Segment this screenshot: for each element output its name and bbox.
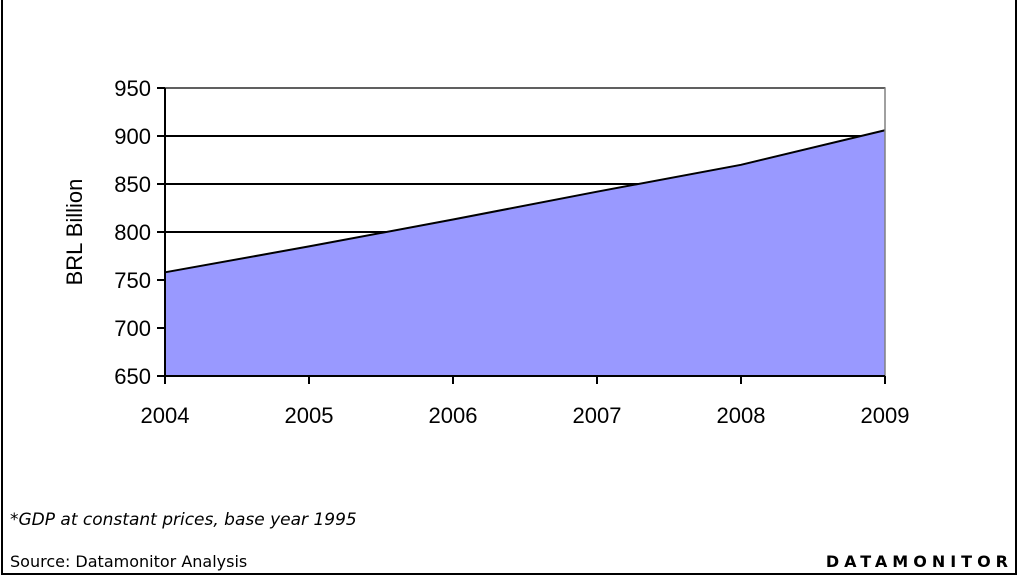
x-tick-labels: 2004 2005 2006 2007 2008 2009 <box>141 376 910 428</box>
y-tick-label: 750 <box>114 268 151 293</box>
y-tick-label: 650 <box>114 364 151 389</box>
brand-logo: DATAMONITOR <box>825 552 1013 571</box>
y-tick-label: 950 <box>114 76 151 101</box>
footnote: *GDP at constant prices, base year 1995 <box>10 510 357 530</box>
x-tick-label: 2004 <box>141 403 190 428</box>
x-tick-label: 2007 <box>573 403 622 428</box>
y-tick-label: 850 <box>114 172 151 197</box>
y-axis-label: BRL Billion <box>62 179 87 286</box>
x-tick-label: 2006 <box>429 403 478 428</box>
source-label: Source: Datamonitor Analysis <box>10 552 248 571</box>
y-tick-label: 900 <box>114 124 151 149</box>
y-tick-labels: 650 700 750 800 850 900 950 <box>114 76 165 389</box>
x-tick-label: 2005 <box>285 403 334 428</box>
x-tick-label: 2009 <box>861 403 910 428</box>
y-tick-label: 700 <box>114 316 151 341</box>
area-series <box>165 130 885 376</box>
series-line <box>164 129 886 274</box>
y-tick-label: 800 <box>114 220 151 245</box>
x-tick-label: 2008 <box>717 403 766 428</box>
